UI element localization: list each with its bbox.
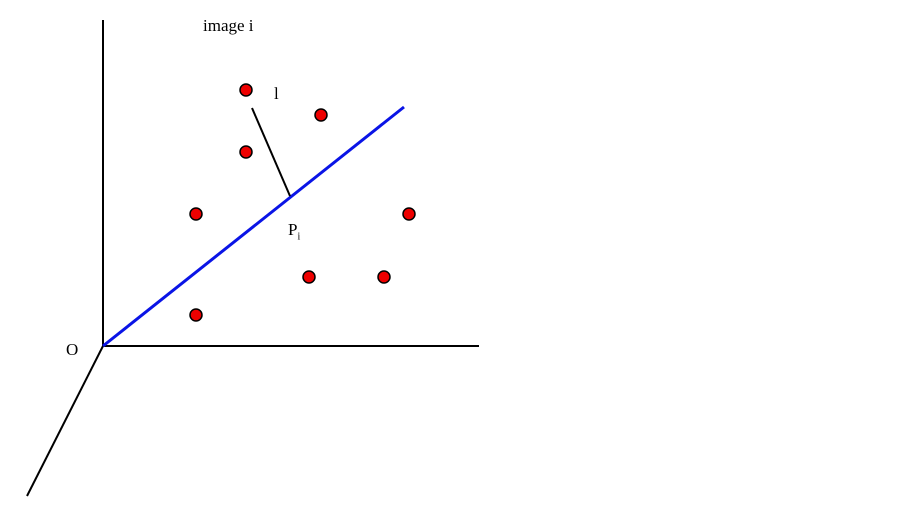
point-label-subscript: i (297, 231, 301, 243)
image-title: image i (203, 16, 254, 35)
data-point (189, 207, 203, 221)
data-point (314, 108, 328, 122)
data-points (189, 83, 416, 322)
point-label-main: P (288, 220, 298, 239)
origin-label: O (66, 340, 79, 359)
data-point (377, 270, 391, 284)
distance-segment (251, 107, 291, 197)
data-point (239, 145, 253, 159)
projection-line (102, 105, 405, 348)
z-axis (26, 345, 104, 497)
data-point (402, 207, 416, 221)
distance-label: l (274, 84, 279, 103)
point-label: Pi (288, 220, 300, 242)
data-point (302, 270, 316, 284)
data-point (189, 308, 203, 322)
data-point (239, 83, 253, 97)
